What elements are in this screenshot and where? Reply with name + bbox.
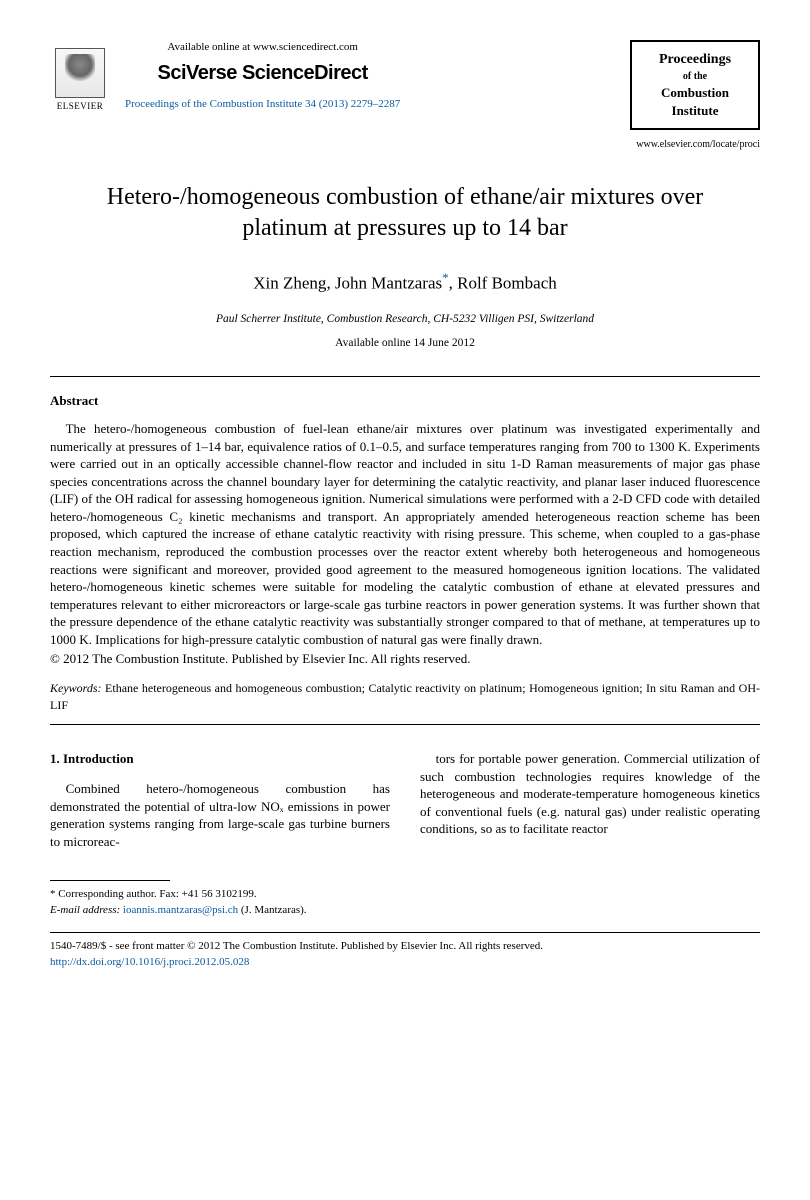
header-left: ELSEVIER Available online at www.science… [50, 40, 400, 113]
jb-proceedings: Proceedings [642, 50, 748, 70]
intro-col-right: tors for portable power generation. Comm… [420, 750, 760, 850]
intro-heading: 1. Introduction [50, 750, 390, 768]
jb-institute: Institute [642, 102, 748, 120]
intro-text-left: Combined hetero-/homogeneous combustion … [50, 780, 390, 850]
authors-line: Xin Zheng, John Mantzaras*, Rolf Bombach [50, 269, 760, 295]
issn-line: 1540-7489/$ - see front matter © 2012 Th… [50, 939, 760, 954]
corresponding-author-line: * Corresponding author. Fax: +41 56 3102… [50, 887, 760, 902]
email-line: E-mail address: ioannis.mantzaras@psi.ch… [50, 903, 760, 918]
sciverse-brand: SciVerse ScienceDirect [125, 59, 400, 87]
affiliation: Paul Scherrer Institute, Combustion Rese… [50, 311, 760, 327]
intro-text-right: tors for portable power generation. Comm… [420, 750, 760, 838]
intro-columns: 1. Introduction Combined hetero-/homogen… [50, 750, 760, 850]
email-link[interactable]: ioannis.mantzaras@psi.ch [123, 904, 238, 916]
journal-title-box: Proceedings of the Combustion Institute [630, 40, 760, 130]
email-suffix: (J. Mantzaras). [238, 904, 306, 916]
author-2: John Mantzaras [335, 274, 442, 293]
available-online-text: Available online at www.sciencedirect.co… [125, 40, 400, 55]
sciverse-part2: ScienceDirect [242, 62, 368, 84]
doi-link[interactable]: http://dx.doi.org/10.1016/j.proci.2012.0… [50, 955, 760, 970]
page-header: ELSEVIER Available online at www.science… [50, 40, 760, 130]
email-label: E-mail address: [50, 904, 123, 916]
abstract-heading: Abstract [50, 392, 760, 410]
abstract-body: The hetero-/homogeneous combustion of fu… [50, 420, 760, 648]
elsevier-label: ELSEVIER [57, 100, 104, 113]
sciverse-part1: SciVerse [158, 62, 242, 84]
journal-reference[interactable]: Proceedings of the Combustion Institute … [125, 97, 400, 112]
author-1: Xin Zheng [253, 274, 326, 293]
elsevier-tree-icon [55, 48, 105, 98]
divider-bottom [50, 724, 760, 725]
elsevier-logo: ELSEVIER [50, 48, 110, 113]
divider-top [50, 376, 760, 377]
available-date: Available online 14 June 2012 [50, 335, 760, 351]
keywords-label: Keywords: [50, 681, 102, 695]
corresponding-mark: * [442, 270, 449, 285]
header-center: Available online at www.sciencedirect.co… [125, 40, 400, 113]
locate-url[interactable]: www.elsevier.com/locate/proci [50, 138, 760, 152]
copyright-line: © 2012 The Combustion Institute. Publish… [50, 650, 760, 668]
jb-ofthe: of the [642, 70, 748, 84]
jb-combustion: Combustion [642, 84, 748, 102]
header-right: Proceedings of the Combustion Institute [630, 40, 760, 130]
intro-col-left: 1. Introduction Combined hetero-/homogen… [50, 750, 390, 850]
footer-rule [50, 932, 760, 933]
keywords-block: Keywords: Ethane heterogeneous and homog… [50, 680, 760, 714]
footnote-separator [50, 880, 170, 881]
article-title: Hetero-/homogeneous combustion of ethane… [90, 182, 720, 244]
footnote-block: * Corresponding author. Fax: +41 56 3102… [50, 887, 760, 918]
keywords-text: Ethane heterogeneous and homogeneous com… [50, 681, 760, 712]
author-3: Rolf Bombach [457, 274, 557, 293]
